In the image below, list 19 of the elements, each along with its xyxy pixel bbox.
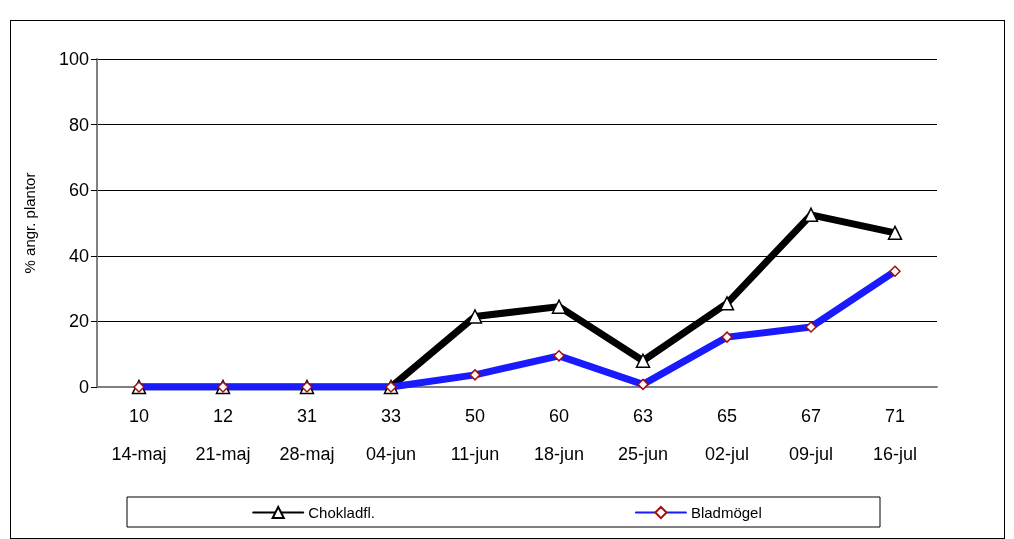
y-tick-label: 60: [68, 180, 89, 201]
x-tick-label: 60 18-jun: [533, 406, 585, 464]
y-tick-label: 100: [58, 49, 89, 69]
x-tick-label: 31 28-maj: [279, 406, 335, 464]
legend-label: Chokladfl.: [308, 504, 375, 521]
legend-label: Bladmögel: [690, 504, 762, 521]
x-tick-label: 71 16-jul: [872, 406, 918, 464]
y-tick-label: 0: [78, 377, 89, 397]
x-tick-label: 67 09-jul: [788, 406, 834, 464]
y-tick-label: 40: [68, 245, 89, 266]
x-tick-label: 50 11-jun: [450, 406, 500, 464]
x-tick-label: 10 14-maj: [111, 406, 167, 464]
x-tick-label: 65 02-jul: [704, 406, 750, 464]
y-tick-label: 80: [68, 114, 89, 135]
x-tick-label: 63 25-jun: [617, 406, 669, 464]
x-tick-label: 33 04-jun: [365, 406, 417, 464]
y-tick-label: 20: [68, 311, 89, 332]
y-axis-title: % angr. plantor: [21, 172, 38, 274]
x-tick-label: 12 21-maj: [195, 406, 251, 464]
